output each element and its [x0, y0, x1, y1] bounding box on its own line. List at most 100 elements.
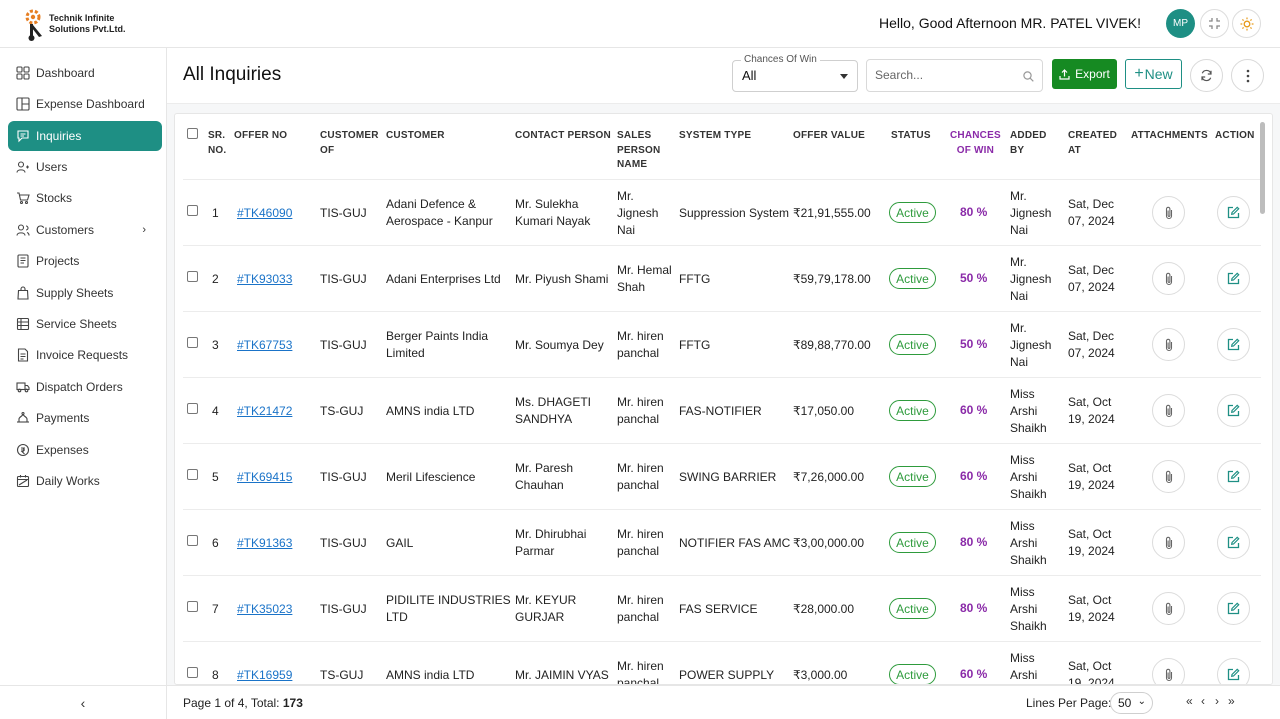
row-checkbox[interactable]: [187, 205, 198, 216]
row-checkbox[interactable]: [187, 667, 198, 678]
edit-button[interactable]: [1217, 262, 1250, 295]
header-created-at: CREATED AT: [1068, 130, 1117, 156]
edit-button[interactable]: [1217, 658, 1250, 684]
cell-value: ₹21,91,555.00: [793, 206, 871, 220]
cell-sales: Mr. hiren panchal: [617, 461, 664, 492]
edit-button[interactable]: [1217, 196, 1250, 229]
edit-button[interactable]: [1217, 526, 1250, 559]
table-row[interactable]: 4 #TK21472 TS-GUJ AMNS india LTD Ms. DHAGETI…: [183, 378, 1261, 444]
table-row[interactable]: 1 #TK46090 TIS-GUJ Adani Defence & Aerospac…: [183, 180, 1261, 246]
last-page-button[interactable]: »: [1228, 694, 1235, 708]
attachment-button[interactable]: [1152, 658, 1185, 684]
cell-added-by: Mr. Jignesh Nai: [1010, 255, 1052, 303]
sidebar-item-customers[interactable]: Customers ›: [8, 215, 162, 245]
status-badge: Active: [889, 466, 936, 487]
row-checkbox[interactable]: [187, 469, 198, 480]
sidebar-item-payments[interactable]: Payments: [8, 403, 162, 433]
search-input[interactable]: [875, 68, 1015, 82]
cell-contact: Mr. JAIMIN VYAS: [515, 668, 609, 682]
prev-page-button[interactable]: ‹: [1201, 694, 1205, 708]
cell-sales: Mr. hiren panchal: [617, 527, 664, 558]
row-checkbox[interactable]: [187, 535, 198, 546]
users-icon: [16, 160, 30, 174]
offer-no-link[interactable]: #TK93033: [237, 272, 293, 286]
sun-icon: [1240, 17, 1253, 30]
edit-button[interactable]: [1217, 394, 1250, 427]
offer-no-link[interactable]: #TK46090: [237, 206, 293, 220]
select-all-checkbox[interactable]: [187, 128, 198, 139]
lines-per-page-select[interactable]: 50 ⌄: [1110, 692, 1153, 714]
offer-no-link[interactable]: #TK69415: [237, 470, 293, 484]
sidebar-item-supply-sheets[interactable]: Supply Sheets: [8, 278, 162, 308]
table-row[interactable]: 8 #TK16959 TS-GUJ AMNS india LTD Mr. JAIMIN …: [183, 642, 1261, 684]
cell-contact: Mr. Sulekha Kumari Nayak: [515, 197, 591, 228]
sidebar-item-dashboard[interactable]: Dashboard: [8, 58, 162, 88]
cell-sr: 5: [212, 470, 219, 484]
attachment-button[interactable]: [1152, 526, 1185, 559]
paperclip-icon: [1165, 470, 1172, 483]
header-contact-person: CONTACT PERSON: [515, 130, 611, 141]
fullscreen-exit-button[interactable]: [1200, 9, 1229, 38]
attachment-button[interactable]: [1152, 394, 1185, 427]
new-label: New: [1144, 66, 1173, 82]
sidebar-item-stocks[interactable]: Stocks: [8, 183, 162, 213]
first-page-button[interactable]: «: [1186, 694, 1193, 708]
table-row[interactable]: 2 #TK93033 TIS-GUJ Adani Enterprises Ltd Mr.…: [183, 246, 1261, 312]
next-page-button[interactable]: ›: [1215, 694, 1219, 708]
table-row[interactable]: 3 #TK67753 TIS-GUJ Berger Paints India Limi…: [183, 312, 1261, 378]
cell-created: Sat, Dec 07, 2024: [1068, 263, 1115, 294]
attachment-button[interactable]: [1152, 592, 1185, 625]
attachment-button[interactable]: [1152, 262, 1185, 295]
avatar[interactable]: MP: [1166, 9, 1195, 38]
attachment-button[interactable]: [1152, 328, 1185, 361]
offer-no-link[interactable]: #TK91363: [237, 536, 293, 550]
attachment-button[interactable]: [1152, 460, 1185, 493]
header-status: STATUS: [891, 130, 931, 141]
sidebar: Dashboard Expense Dashboard Inquiries Users…: [0, 48, 167, 719]
sidebar-item-users[interactable]: Users: [8, 152, 162, 182]
plus-icon: +: [1134, 65, 1144, 82]
sidebar-item-inquiries[interactable]: Inquiries: [8, 121, 162, 151]
row-checkbox[interactable]: [187, 271, 198, 282]
row-checkbox[interactable]: [187, 403, 198, 414]
company-logo[interactable]: Technik Infinite Solutions Pvt.Ltd.: [20, 6, 130, 42]
offer-no-link[interactable]: #TK67753: [237, 338, 293, 352]
sidebar-item-dispatch-orders[interactable]: Dispatch Orders: [8, 372, 162, 402]
edit-button[interactable]: [1217, 460, 1250, 493]
sidebar-item-daily-works[interactable]: Daily Works: [8, 466, 162, 496]
sidebar-item-invoice-requests[interactable]: Invoice Requests: [8, 340, 162, 370]
offer-no-link[interactable]: #TK35023: [237, 602, 293, 616]
table-row[interactable]: 7 #TK35023 TIS-GUJ PIDILITE INDUSTRIES LTD M…: [183, 576, 1261, 642]
sidebar-collapse-button[interactable]: ‹: [0, 685, 166, 719]
chevron-down-icon: ⌄: [1137, 696, 1146, 707]
row-checkbox[interactable]: [187, 337, 198, 348]
logo-mark-icon: [20, 8, 46, 41]
sidebar-item-projects[interactable]: Projects: [8, 246, 162, 276]
row-checkbox[interactable]: [187, 601, 198, 612]
more-options-button[interactable]: [1231, 59, 1264, 92]
chances-of-win-select[interactable]: Chances Of Win All: [732, 54, 858, 92]
fullscreen-exit-icon: [1209, 18, 1220, 29]
cart-icon: [16, 191, 30, 205]
table-row[interactable]: 5 #TK69415 TIS-GUJ Meril Lifescience Mr. Par…: [183, 444, 1261, 510]
cell-added-by: Miss Arshi Shaikh: [1010, 453, 1047, 501]
edit-icon: [1227, 272, 1240, 285]
edit-button[interactable]: [1217, 328, 1250, 361]
page-title: All Inquiries: [183, 64, 282, 85]
offer-no-link[interactable]: #TK21472: [237, 404, 293, 418]
sidebar-item-service-sheets[interactable]: Service Sheets: [8, 309, 162, 339]
attachment-button[interactable]: [1152, 196, 1185, 229]
sidebar-item-expenses[interactable]: Expenses: [8, 435, 162, 465]
table-scrollbar[interactable]: [1260, 122, 1265, 214]
edit-button[interactable]: [1217, 592, 1250, 625]
sidebar-item-expense-dashboard[interactable]: Expense Dashboard: [8, 89, 162, 119]
dashboard-icon: [16, 66, 30, 80]
cell-customer-of: TIS-GUJ: [320, 470, 367, 484]
new-inquiry-button[interactable]: + New: [1125, 59, 1182, 89]
refresh-button[interactable]: [1190, 59, 1223, 92]
cell-created: Sat, Oct 19, 2024: [1068, 461, 1115, 492]
offer-no-link[interactable]: #TK16959: [237, 668, 293, 682]
table-row[interactable]: 6 #TK91363 TIS-GUJ GAIL Mr. Dhirubhai Parmar…: [183, 510, 1261, 576]
theme-toggle-button[interactable]: [1232, 9, 1261, 38]
export-button[interactable]: Export: [1052, 59, 1117, 89]
